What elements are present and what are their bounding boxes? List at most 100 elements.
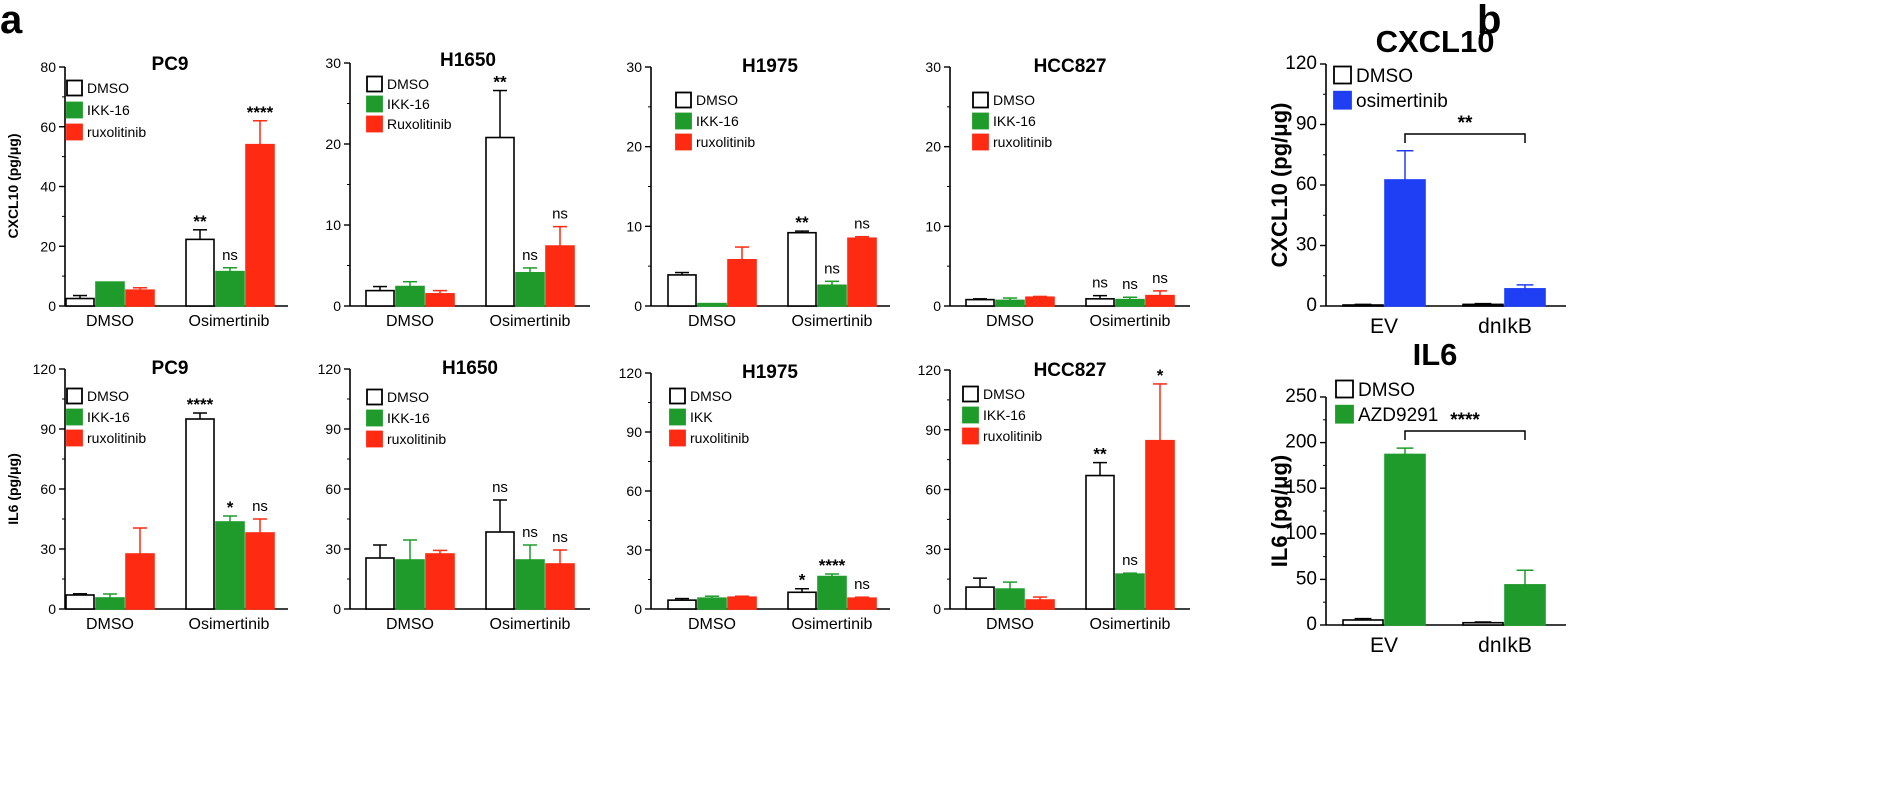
chart-title: H1650: [440, 50, 496, 71]
bar-ruxolitinib-dmso: [1025, 599, 1055, 610]
bar-ikk-16-dmso: [995, 299, 1025, 307]
legend-swatch: [66, 101, 83, 119]
legend-label: DMSO: [983, 386, 1025, 402]
bar-dmso-osimertinib: [1085, 298, 1115, 307]
significance-label: ns: [854, 576, 870, 593]
legend-label: DMSO: [1356, 66, 1413, 87]
y-tick-label: 30: [925, 541, 941, 557]
y-tick-label: 30: [40, 541, 56, 557]
significance-label: *: [227, 498, 234, 517]
y-tick-label: 50: [1296, 568, 1317, 589]
chart-title: PC9: [152, 54, 189, 75]
legend-label: DMSO: [696, 92, 738, 108]
y-tick-label: 0: [333, 298, 341, 314]
y-tick-label: 60: [40, 119, 56, 135]
significance-label: ns: [522, 524, 538, 541]
legend-swatch: [1335, 379, 1354, 399]
bar-azd9291-ev: [1384, 453, 1426, 626]
bar-ikk-16-dmso: [395, 559, 425, 610]
legend-label: IKK-16: [87, 409, 130, 425]
legend-label: DMSO: [387, 76, 429, 92]
legend-label: DMSO: [690, 388, 732, 404]
bar-dmso-osimertinib: [787, 591, 817, 610]
bar-dmso-osimertinib: [787, 231, 817, 307]
bar-ruxolitinib-dmso: [727, 596, 757, 610]
significance-label: ns: [552, 529, 568, 546]
y-tick-label: 90: [325, 421, 341, 437]
chart-title: H1975: [742, 362, 798, 383]
significance-label: ns: [1122, 552, 1138, 569]
y-tick-label: 30: [1296, 235, 1317, 256]
significance-label: ns: [1152, 270, 1168, 287]
significance-label: ****: [819, 556, 846, 575]
legend-label: IKK-16: [387, 96, 430, 112]
x-tick-label: EV: [1370, 634, 1398, 657]
significance-label: ns: [552, 206, 568, 223]
legend-swatch: [366, 409, 383, 427]
y-tick-label: 20: [40, 238, 56, 254]
significance-label: *: [799, 571, 806, 590]
significance-label: ns: [222, 247, 238, 264]
bar-azd9291-dnikb: [1504, 584, 1546, 626]
bar-dmso-dnikb: [1462, 303, 1504, 307]
y-tick-label: 20: [626, 139, 642, 155]
bar-osimertinib-ev: [1384, 179, 1426, 307]
bar-ikk-16-osimertinib: [1115, 298, 1145, 307]
y-tick-label: 0: [933, 298, 941, 314]
bar-ikk-16-dmso: [95, 597, 125, 610]
x-tick-label: Osimertinib: [792, 616, 873, 633]
legend-swatch: [1335, 404, 1354, 424]
y-tick-label: 150: [1285, 477, 1317, 498]
y-tick-label: 60: [325, 481, 341, 497]
legend-swatch: [972, 91, 989, 109]
bar-ikk-dmso: [697, 597, 727, 610]
significance-label: **: [1093, 445, 1107, 464]
bar-dmso-dmso: [965, 586, 995, 610]
legend-label: IKK: [690, 409, 713, 425]
y-axis-label: CXCL10 (pg/μg): [1267, 102, 1292, 267]
significance-label: ns: [492, 479, 508, 496]
significance-label: **: [493, 73, 507, 92]
y-tick-label: 60: [1296, 174, 1317, 195]
bar-ikk-16-osimertinib: [215, 521, 245, 610]
bar-dmso-osimertinib: [1085, 474, 1115, 610]
bar-dmso-osimertinib: [485, 531, 515, 610]
y-tick-label: 30: [325, 55, 341, 71]
bar-ruxolitinib-dmso: [1025, 296, 1055, 307]
legend-swatch: [366, 95, 383, 113]
legend-label: DMSO: [87, 388, 129, 404]
significance-label: ns: [824, 260, 840, 277]
legend-swatch: [1333, 90, 1352, 110]
bar-dmso-dmso: [65, 297, 95, 307]
bar-ruxolitinib-dmso: [125, 553, 155, 610]
legend-swatch: [66, 123, 83, 141]
legend-label: IKK-16: [87, 102, 130, 118]
significance-label: ns: [1122, 276, 1138, 293]
bar-ruxolitinib-osimertinib: [545, 245, 575, 307]
y-tick-label: 100: [1285, 523, 1317, 544]
significance-label: **: [193, 212, 207, 231]
chart-title: CXCL10: [1376, 24, 1495, 59]
y-tick-label: 0: [48, 298, 56, 314]
legend-label: IKK-16: [983, 407, 1026, 423]
legend-label: ruxolitinib: [87, 430, 146, 446]
legend-label: DMSO: [1358, 380, 1415, 401]
bracket-significance-label: ****: [1450, 410, 1480, 431]
x-tick-label: DMSO: [386, 313, 434, 330]
chart-title: H1650: [442, 358, 498, 379]
charts-group: PC9 0 20 40 60 80 CXCL10 (pg/μg) DMSO Osimertini…: [5, 24, 1566, 657]
bar-ikk-16-dmso: [697, 302, 727, 307]
bar-dmso-ev: [1342, 304, 1384, 307]
chart-b-cxcl10: CXCL10 0 30 60 90 120 CXCL10 (pg/μg) EV dnIkB DMS…: [1267, 24, 1566, 338]
bar-osimertinib-dnikb: [1504, 288, 1546, 307]
legend-swatch: [366, 75, 383, 93]
panel-label-a: a: [0, 0, 23, 42]
y-tick-label: 20: [325, 136, 341, 152]
bar-dmso-dmso: [667, 274, 697, 307]
chart-title: PC9: [152, 358, 189, 379]
chart-hcc827-il6: HCC827 0 30 60 90 120 DMSO Osimertinib ** ns * DMSO…: [918, 360, 1190, 633]
legend-swatch: [972, 133, 989, 151]
y-tick-label: 30: [925, 59, 941, 75]
x-tick-label: DMSO: [386, 616, 434, 633]
x-tick-label: Osimertinib: [490, 313, 571, 330]
